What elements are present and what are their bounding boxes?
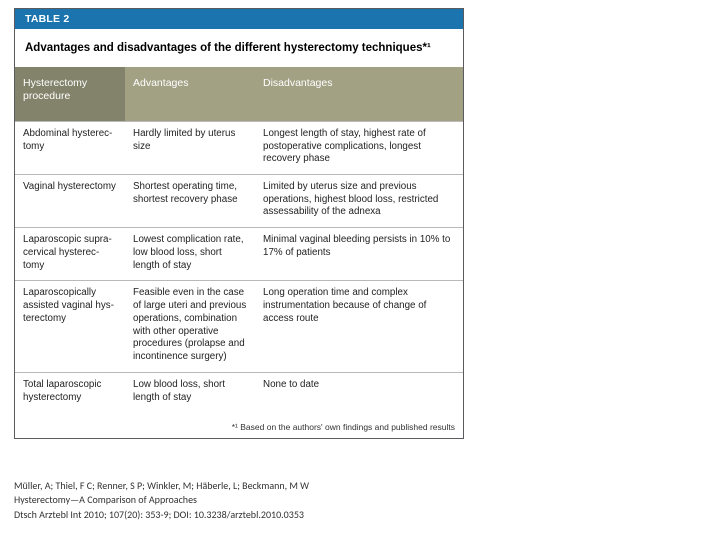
table-cell: Total laparoscopic hysterectomy — [15, 372, 125, 412]
table-footnote: *¹ Based on the authors' own findings an… — [15, 412, 463, 438]
citation-block: Müller, A; Thiel, F C; Renner, S P; Wink… — [14, 479, 309, 523]
table-cell: Hardly limited by uterus size — [125, 121, 255, 174]
table-cell: None to date — [255, 372, 463, 412]
table-title: Advantages and disadvantages of the diff… — [15, 29, 463, 67]
table-label: TABLE 2 — [15, 9, 463, 29]
table-cell: Low blood loss, short length of stay — [125, 372, 255, 412]
citation-authors: Müller, A; Thiel, F C; Renner, S P; Wink… — [14, 479, 309, 494]
table-cell: Lowest complication rate, low blood loss… — [125, 227, 255, 280]
table-cell: Minimal vaginal bleeding persists in 10%… — [255, 227, 463, 280]
citation-ref: Dtsch Arztebl Int 2010; 107(20): 353-9; … — [14, 508, 309, 523]
table-cell: Long operation time and complex instrume… — [255, 280, 463, 371]
table-cell: Longest length of stay, highest rate of … — [255, 121, 463, 174]
table-cell: Limited by uterus size and pre­vious ope… — [255, 174, 463, 227]
table-cell: Shortest operating time, shortest recove… — [125, 174, 255, 227]
table-cell: Laparoscopic supra­cervical hysterec­tom… — [15, 227, 125, 280]
citation-title: Hysterectomy—A Comparison of Approaches — [14, 493, 309, 508]
table-cell: Abdominal hysterec­tomy — [15, 121, 125, 174]
col-head-procedure: Hysterectomy procedure — [15, 67, 125, 121]
table-cell: Feasible even in the case of large uteri… — [125, 280, 255, 371]
table-cell: Laparoscopically assisted vaginal hys­te… — [15, 280, 125, 371]
table-grid: Hysterectomy procedure Advantages Disadv… — [15, 67, 463, 413]
col-head-advantages: Advantages — [125, 67, 255, 121]
table-cell: Vaginal hysterec­tomy — [15, 174, 125, 227]
table-2: TABLE 2 Advantages and disadvantages of … — [14, 8, 464, 439]
col-head-disadvantages: Disadvantages — [255, 67, 463, 121]
